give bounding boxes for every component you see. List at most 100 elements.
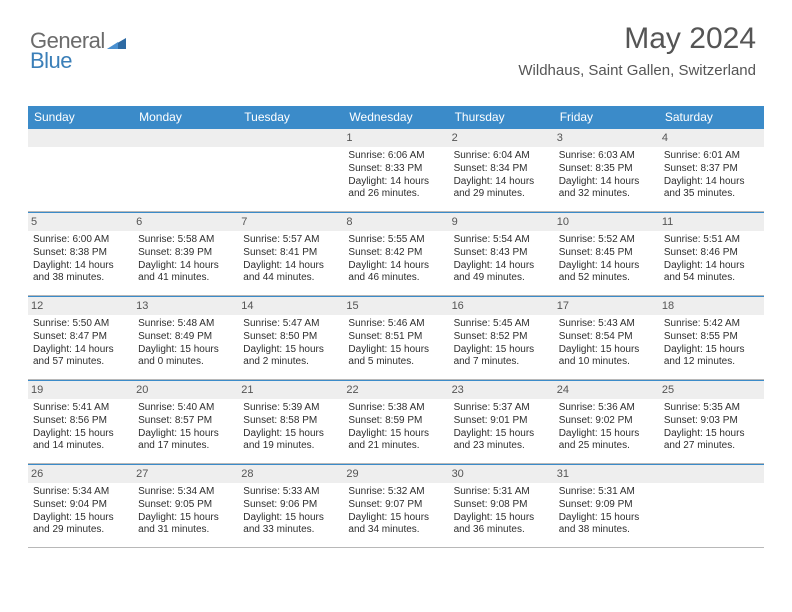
sunrise-text: Sunrise: 5:47 AM <box>243 318 338 331</box>
sunrise-text: Sunrise: 5:40 AM <box>138 402 233 415</box>
col-thursday: Thursday <box>449 106 554 129</box>
col-sunday: Sunday <box>28 106 133 129</box>
day-number: 17 <box>554 297 659 315</box>
daylight-text: Daylight: 15 hours and 27 minutes. <box>664 428 759 454</box>
day-cell: 8 Sunrise: 5:55 AMSunset: 8:42 PMDaylight… <box>343 213 448 295</box>
day-cell: 14Sunrise: 5:47 AMSunset: 8:50 PMDayligh… <box>238 297 343 379</box>
day-number: 7 <box>238 213 343 231</box>
daylight-text: Daylight: 14 hours and 32 minutes. <box>559 176 654 202</box>
day-number: 20 <box>133 381 238 399</box>
day-cell: 28Sunrise: 5:33 AMSunset: 9:06 PMDayligh… <box>238 465 343 547</box>
daylight-text: Daylight: 14 hours and 29 minutes. <box>454 176 549 202</box>
day-cell: 27Sunrise: 5:34 AMSunset: 9:05 PMDayligh… <box>133 465 238 547</box>
sunrise-text: Sunrise: 5:34 AM <box>138 486 233 499</box>
day-cell: 1Sunrise: 6:06 AMSunset: 8:33 PMDaylight… <box>343 129 448 211</box>
sunrise-text: Sunrise: 5:42 AM <box>664 318 759 331</box>
sunset-text: Sunset: 9:09 PM <box>559 499 654 512</box>
day-cell: 25Sunrise: 5:35 AMSunset: 9:03 PMDayligh… <box>659 381 764 463</box>
sunset-text: Sunset: 8:37 PM <box>664 163 759 176</box>
day-cell: 10Sunrise: 5:52 AMSunset: 8:45 PMDayligh… <box>554 213 659 295</box>
day-number: 11 <box>659 213 764 231</box>
daylight-text: Daylight: 15 hours and 25 minutes. <box>559 428 654 454</box>
sunset-text: Sunset: 8:42 PM <box>348 247 443 260</box>
daylight-text: Daylight: 15 hours and 17 minutes. <box>138 428 233 454</box>
day-number: 2 <box>449 129 554 147</box>
day-number: 9 <box>449 213 554 231</box>
week-row: 12Sunrise: 5:50 AMSunset: 8:47 PMDayligh… <box>28 296 764 380</box>
day-number: 27 <box>133 465 238 483</box>
sunrise-text: Sunrise: 5:46 AM <box>348 318 443 331</box>
logo: General Blue <box>30 28 127 54</box>
day-number: 8 <box>343 213 448 231</box>
day-number <box>659 465 764 483</box>
sunrise-text: Sunrise: 6:03 AM <box>559 150 654 163</box>
col-monday: Monday <box>133 106 238 129</box>
logo-triangle-icon <box>107 28 127 54</box>
sunset-text: Sunset: 9:04 PM <box>33 499 128 512</box>
sunset-text: Sunset: 8:55 PM <box>664 331 759 344</box>
day-number: 4 <box>659 129 764 147</box>
day-number: 19 <box>28 381 133 399</box>
sunset-text: Sunset: 9:02 PM <box>559 415 654 428</box>
sunset-text: Sunset: 8:56 PM <box>33 415 128 428</box>
day-cell: 4 Sunrise: 6:01 AMSunset: 8:37 PMDaylight… <box>659 129 764 211</box>
sunset-text: Sunset: 8:35 PM <box>559 163 654 176</box>
day-cell: 26Sunrise: 5:34 AMSunset: 9:04 PMDayligh… <box>28 465 133 547</box>
sunrise-text: Sunrise: 5:55 AM <box>348 234 443 247</box>
location-text: Wildhaus, Saint Gallen, Switzerland <box>518 62 756 79</box>
day-cell: 17Sunrise: 5:43 AMSunset: 8:54 PMDayligh… <box>554 297 659 379</box>
sunset-text: Sunset: 9:06 PM <box>243 499 338 512</box>
day-cell: 30Sunrise: 5:31 AMSunset: 9:08 PMDayligh… <box>449 465 554 547</box>
week-row: 26Sunrise: 5:34 AMSunset: 9:04 PMDayligh… <box>28 464 764 548</box>
daylight-text: Daylight: 14 hours and 46 minutes. <box>348 260 443 286</box>
sunrise-text: Sunrise: 5:51 AM <box>664 234 759 247</box>
sunset-text: Sunset: 8:54 PM <box>559 331 654 344</box>
day-number: 28 <box>238 465 343 483</box>
sunset-text: Sunset: 8:33 PM <box>348 163 443 176</box>
daylight-text: Daylight: 14 hours and 35 minutes. <box>664 176 759 202</box>
sunrise-text: Sunrise: 6:01 AM <box>664 150 759 163</box>
daylight-text: Daylight: 14 hours and 57 minutes. <box>33 344 128 370</box>
daylight-text: Daylight: 15 hours and 14 minutes. <box>33 428 128 454</box>
sunrise-text: Sunrise: 5:52 AM <box>559 234 654 247</box>
sunset-text: Sunset: 9:05 PM <box>138 499 233 512</box>
day-cell <box>28 129 133 211</box>
day-cell: 13Sunrise: 5:48 AMSunset: 8:49 PMDayligh… <box>133 297 238 379</box>
sunrise-text: Sunrise: 5:58 AM <box>138 234 233 247</box>
sunrise-text: Sunrise: 5:36 AM <box>559 402 654 415</box>
day-number <box>133 129 238 147</box>
daylight-text: Daylight: 14 hours and 49 minutes. <box>454 260 549 286</box>
day-cell: 29Sunrise: 5:32 AMSunset: 9:07 PMDayligh… <box>343 465 448 547</box>
sunset-text: Sunset: 8:34 PM <box>454 163 549 176</box>
sunrise-text: Sunrise: 5:35 AM <box>664 402 759 415</box>
sunset-text: Sunset: 8:52 PM <box>454 331 549 344</box>
daylight-text: Daylight: 14 hours and 41 minutes. <box>138 260 233 286</box>
calendar: Sunday Monday Tuesday Wednesday Thursday… <box>28 106 764 548</box>
daylight-text: Daylight: 15 hours and 5 minutes. <box>348 344 443 370</box>
logo-text-2: Blue <box>30 48 72 73</box>
day-cell: 20Sunrise: 5:40 AMSunset: 8:57 PMDayligh… <box>133 381 238 463</box>
sunrise-text: Sunrise: 6:06 AM <box>348 150 443 163</box>
day-cell: 24Sunrise: 5:36 AMSunset: 9:02 PMDayligh… <box>554 381 659 463</box>
day-number <box>28 129 133 147</box>
day-cell: 11Sunrise: 5:51 AMSunset: 8:46 PMDayligh… <box>659 213 764 295</box>
daylight-text: Daylight: 14 hours and 26 minutes. <box>348 176 443 202</box>
day-cell <box>659 465 764 547</box>
daylight-text: Daylight: 15 hours and 36 minutes. <box>454 512 549 538</box>
sunset-text: Sunset: 8:46 PM <box>664 247 759 260</box>
day-cell: 7Sunrise: 5:57 AMSunset: 8:41 PMDaylight… <box>238 213 343 295</box>
day-cell: 12Sunrise: 5:50 AMSunset: 8:47 PMDayligh… <box>28 297 133 379</box>
day-number: 5 <box>28 213 133 231</box>
week-row: 19Sunrise: 5:41 AMSunset: 8:56 PMDayligh… <box>28 380 764 464</box>
sunset-text: Sunset: 8:45 PM <box>559 247 654 260</box>
day-number: 23 <box>449 381 554 399</box>
day-cell <box>133 129 238 211</box>
day-number: 16 <box>449 297 554 315</box>
day-number: 22 <box>343 381 448 399</box>
day-number: 25 <box>659 381 764 399</box>
sunset-text: Sunset: 8:47 PM <box>33 331 128 344</box>
day-cell: 23Sunrise: 5:37 AMSunset: 9:01 PMDayligh… <box>449 381 554 463</box>
day-cell: 31Sunrise: 5:31 AMSunset: 9:09 PMDayligh… <box>554 465 659 547</box>
sunrise-text: Sunrise: 5:34 AM <box>33 486 128 499</box>
daylight-text: Daylight: 15 hours and 19 minutes. <box>243 428 338 454</box>
